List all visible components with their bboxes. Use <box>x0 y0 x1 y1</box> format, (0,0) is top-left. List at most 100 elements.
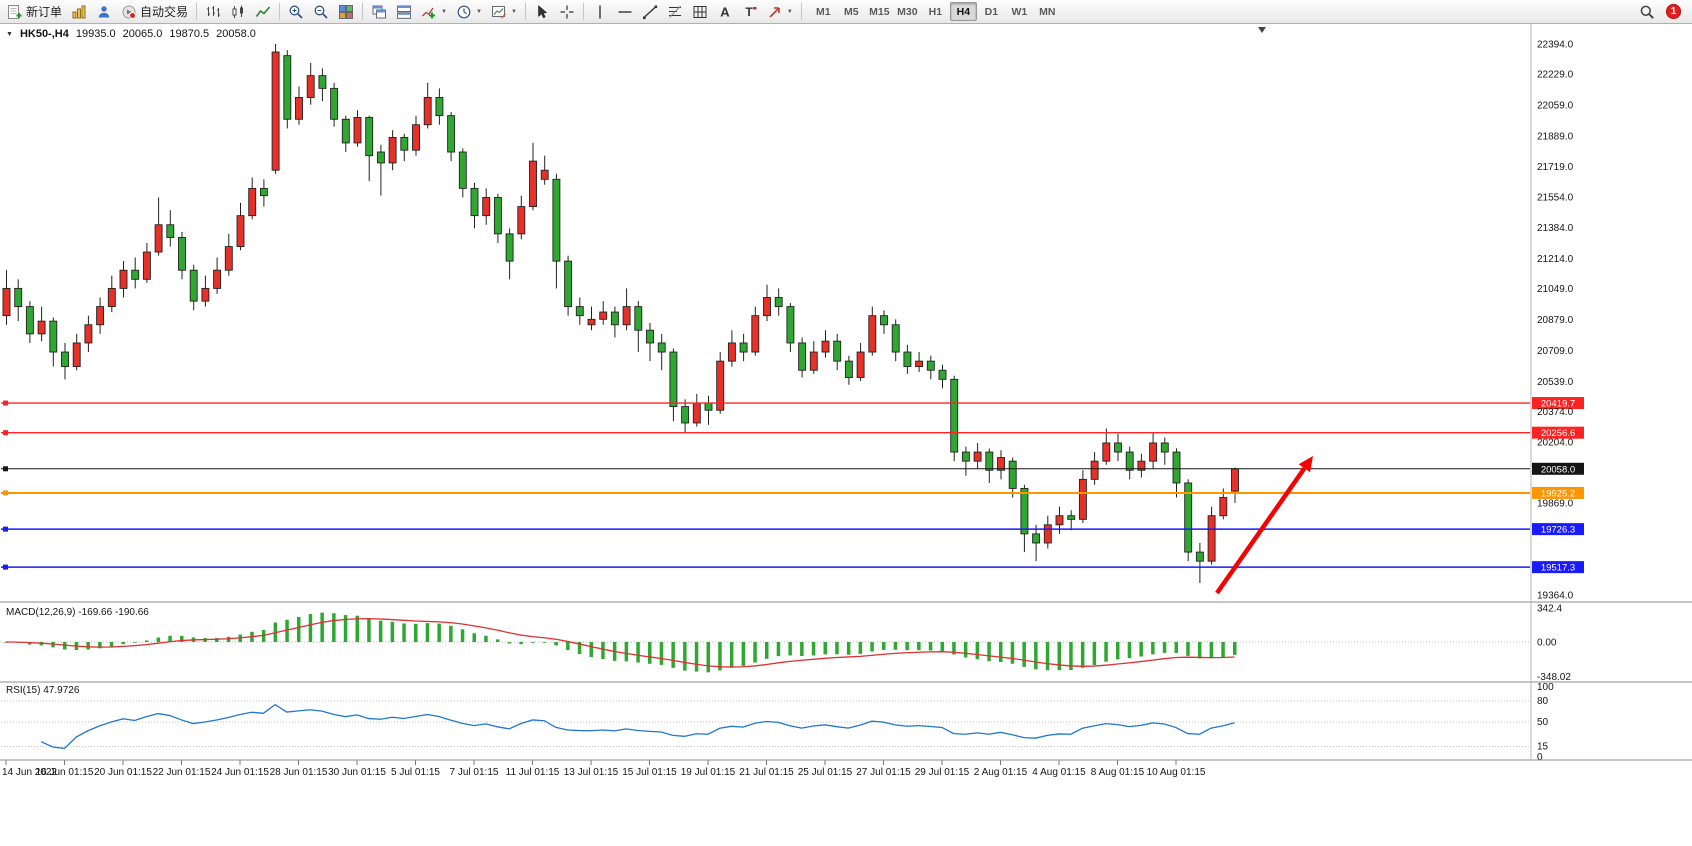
chart-window: ▼ HK50-,H4 19935.0 20065.0 19870.5 20058… <box>0 24 1692 846</box>
fibonacci-tool-button[interactable] <box>663 1 687 22</box>
trend-arrow[interactable] <box>1215 456 1313 595</box>
toolbar-separator <box>196 3 198 20</box>
cursor-icon <box>538 4 548 18</box>
svg-text:21719.0: 21719.0 <box>1537 162 1574 173</box>
templates-button[interactable]: ▼ <box>487 1 521 22</box>
cascade-windows-icon <box>372 5 387 18</box>
svg-text:28 Jun 01:15: 28 Jun 01:15 <box>270 767 328 778</box>
periods-button[interactable]: ▼ <box>452 1 486 22</box>
svg-text:15: 15 <box>1537 742 1549 753</box>
horizontal-line-tool-button[interactable] <box>613 1 637 22</box>
chevron-down-icon: ▼ <box>441 8 447 15</box>
svg-text:0: 0 <box>1537 752 1543 763</box>
svg-text:50: 50 <box>1537 717 1549 728</box>
svg-text:21 Jul 01:15: 21 Jul 01:15 <box>739 767 794 778</box>
arrow-tool-icon <box>769 6 780 18</box>
market-watch-icon <box>72 5 86 18</box>
search-button[interactable] <box>1635 1 1659 22</box>
cycle-lines-tool-button[interactable] <box>688 1 712 22</box>
trendline-icon <box>642 5 657 19</box>
text-label-icon: T <box>745 5 757 19</box>
notification-badge[interactable]: 1 <box>1666 4 1681 19</box>
svg-text:29 Jul 01:15: 29 Jul 01:15 <box>915 767 970 778</box>
svg-text:22 Jun 01:15: 22 Jun 01:15 <box>153 767 211 778</box>
chart-canvas[interactable]: 20419.7 20256.6 20058.0 19925.2 19726.3 19517… <box>0 24 1692 846</box>
toolbar-separator <box>524 3 526 20</box>
text-icon: A <box>720 4 730 19</box>
timeframe-d1[interactable]: D1 <box>978 2 1005 21</box>
fibonacci-icon <box>668 5 681 18</box>
tile-horizontal-icon <box>397 5 412 19</box>
timeframe-w1[interactable]: W1 <box>1006 2 1033 21</box>
svg-text:19869.0: 19869.0 <box>1537 499 1574 510</box>
clock-icon <box>457 5 471 18</box>
timeframe-m15[interactable]: M15 <box>866 2 893 21</box>
svg-text:11 Jul 01:15: 11 Jul 01:15 <box>506 767 560 778</box>
bar-chart-type-button[interactable] <box>201 1 225 22</box>
cursor-button[interactable] <box>530 1 554 22</box>
svg-text:19364.0: 19364.0 <box>1537 591 1574 602</box>
candlestick-type-icon <box>232 5 244 18</box>
crosshair-button[interactable] <box>555 1 579 22</box>
timeframe-h1[interactable]: H1 <box>922 2 949 21</box>
autotrade-button[interactable]: 自动交易 <box>117 1 192 22</box>
timeframe-m1[interactable]: M1 <box>810 2 837 21</box>
macd-label: MACD(12,26,9) -169.66 -190.66 <box>6 607 149 618</box>
svg-text:20058.0: 20058.0 <box>1541 464 1575 475</box>
line-chart-type-button[interactable] <box>251 1 275 22</box>
rsi-panel: 100 80 50 150 <box>1 682 1554 763</box>
svg-text:8 Aug 01:15: 8 Aug 01:15 <box>1091 767 1145 778</box>
timeframe-m30[interactable]: M30 <box>894 2 921 21</box>
svg-text:4 Aug 01:15: 4 Aug 01:15 <box>1032 767 1086 778</box>
svg-text:A: A <box>720 4 730 19</box>
text-tool-button[interactable]: A <box>713 1 737 22</box>
candlestick-type-button[interactable] <box>226 1 250 22</box>
main-toolbar: 新订单 自动交易 <box>0 0 1692 24</box>
zoom-in-icon <box>289 5 303 19</box>
svg-text:20879.0: 20879.0 <box>1537 315 1574 326</box>
chart-shift-marker[interactable] <box>1258 27 1266 33</box>
zoom-out-button[interactable] <box>309 1 333 22</box>
chevron-down-icon: ▼ <box>786 8 793 15</box>
trendline-tool-button[interactable] <box>638 1 662 22</box>
svg-text:20709.0: 20709.0 <box>1537 346 1574 357</box>
svg-text:15 Jul 01:15: 15 Jul 01:15 <box>622 767 677 778</box>
svg-text:22394.0: 22394.0 <box>1537 40 1574 51</box>
chart-expand-icon[interactable]: ▼ <box>6 30 13 38</box>
text-label-tool-button[interactable]: T <box>738 1 762 22</box>
new-order-label: 新订单 <box>26 5 63 19</box>
rsi-label: RSI(15) 47.9726 <box>6 685 80 696</box>
timeframe-mn[interactable]: MN <box>1034 2 1061 21</box>
zoom-in-button[interactable] <box>284 1 308 22</box>
new-order-button[interactable]: 新订单 <box>3 1 66 22</box>
svg-text:100: 100 <box>1537 682 1554 693</box>
timeframe-h4[interactable]: H4 <box>949 2 977 21</box>
svg-text:13 Jul 01:15: 13 Jul 01:15 <box>564 767 619 778</box>
profile-icon <box>98 5 110 17</box>
svg-text:22059.0: 22059.0 <box>1537 100 1574 111</box>
svg-text:19925.2: 19925.2 <box>1541 488 1575 499</box>
vertical-line-tool-button[interactable] <box>588 1 612 22</box>
macd-panel: 342.4 0.00 -348.02 <box>1 604 1571 683</box>
data-window-button[interactable] <box>92 1 116 22</box>
market-watch-button[interactable] <box>67 1 91 22</box>
svg-text:21889.0: 21889.0 <box>1537 131 1574 142</box>
svg-text:19 Jul 01:15: 19 Jul 01:15 <box>681 767 736 778</box>
toolbar-right: 1 <box>1635 1 1689 22</box>
svg-text:342.4: 342.4 <box>1537 604 1562 615</box>
svg-text:10 Aug 01:15: 10 Aug 01:15 <box>1147 767 1206 778</box>
tile-windows-button[interactable] <box>334 1 358 22</box>
cascade-windows-button[interactable] <box>367 1 391 22</box>
indicators-button[interactable]: ▼ <box>417 1 451 22</box>
svg-text:21049.0: 21049.0 <box>1537 284 1574 295</box>
tile-horizontal-button[interactable] <box>392 1 416 22</box>
new-order-icon <box>8 4 22 19</box>
hlines-layer[interactable]: 20419.7 20256.6 20058.0 19925.2 19726.3 19517… <box>1 397 1584 574</box>
bar-chart-type-icon <box>207 5 221 17</box>
timeframe-m5[interactable]: M5 <box>838 2 865 21</box>
chevron-down-icon: ▼ <box>510 8 517 15</box>
arrows-tool-button[interactable]: ▼ <box>763 1 797 22</box>
svg-text:T: T <box>745 5 753 19</box>
chart-symbol-period: HK50-,H4 <box>19 28 69 40</box>
